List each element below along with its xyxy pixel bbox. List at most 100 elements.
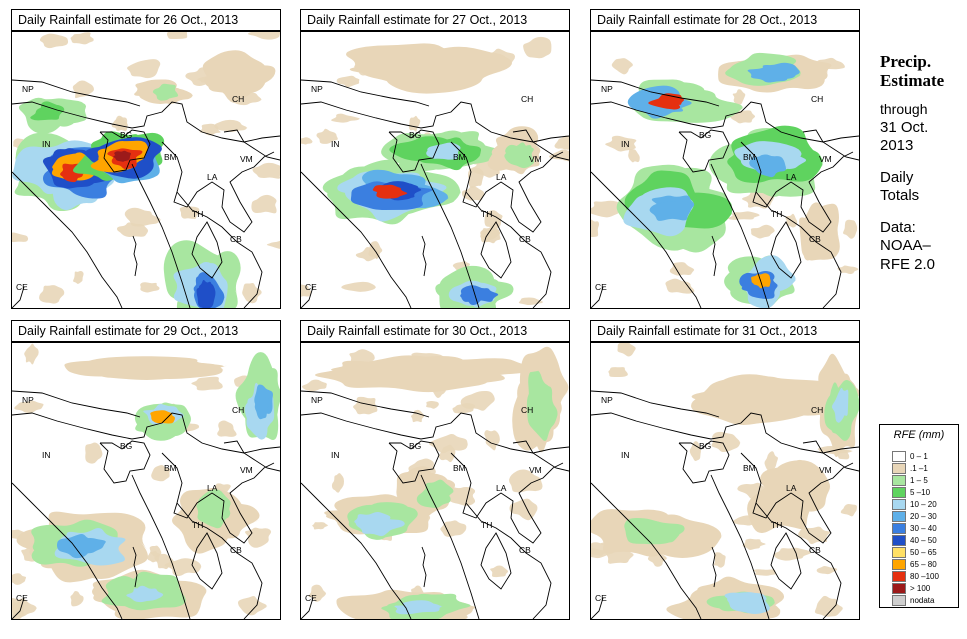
rainfall-field [39, 285, 65, 304]
rainfall-panel-29-oct: Daily Rainfall estimate for 29 Oct., 201… [11, 320, 281, 620]
country-label-in: IN [42, 139, 51, 149]
rainfall-field [349, 349, 376, 365]
country-border [12, 286, 25, 308]
rainfall-field [814, 595, 845, 617]
country-border [420, 474, 480, 619]
country-border [131, 474, 191, 619]
rainfall-field [591, 200, 622, 218]
rainfall-field [452, 403, 476, 414]
rainfall-field [836, 389, 849, 416]
country-label-vm: VM [529, 465, 542, 475]
country-label-bm: BM [453, 152, 466, 162]
country-label-ch: CH [232, 94, 244, 104]
country-label-cb: CB [230, 234, 242, 244]
country-label-th: TH [481, 520, 492, 530]
legend-label: 50 – 65 [910, 548, 937, 557]
legend-label: nodata [910, 596, 935, 605]
rainfall-field [252, 162, 280, 179]
rainfall-field [426, 400, 440, 409]
side-heading: Precip. Estimate [880, 52, 944, 90]
country-label-la: LA [786, 172, 797, 182]
country-border [755, 191, 842, 308]
country-border [176, 191, 263, 308]
legend-swatch [892, 559, 906, 570]
country-border [802, 129, 859, 161]
rainfall-field [773, 547, 813, 561]
rainfall-field [247, 32, 280, 40]
country-label-la: LA [496, 483, 507, 493]
country-border [301, 286, 314, 308]
panel-title: Daily Rainfall estimate for 31 Oct., 201… [590, 320, 860, 342]
legend-swatch [892, 571, 906, 582]
rainfall-field [301, 137, 313, 145]
country-border [301, 482, 412, 619]
panel-title: Daily Rainfall estimate for 30 Oct., 201… [300, 320, 570, 342]
country-border [388, 129, 440, 173]
rainfall-field [136, 585, 165, 601]
country-border [770, 221, 802, 279]
country-label-np: NP [22, 395, 34, 405]
rainfall-field [749, 154, 787, 178]
country-label-in: IN [621, 139, 630, 149]
country-label-np: NP [22, 84, 34, 94]
rainfall-field [460, 285, 501, 302]
country-border [421, 235, 427, 277]
panel-title: Daily Rainfall estimate for 27 Oct., 201… [300, 9, 570, 31]
rainfall-field [331, 113, 361, 123]
country-label-cb: CB [519, 545, 531, 555]
rainfall-field [73, 270, 84, 284]
rainfall-field [70, 591, 84, 607]
rainfall-field [237, 596, 269, 616]
legend-label: .1 –1 [910, 464, 928, 473]
country-border [802, 440, 859, 472]
side-line-through: through [880, 101, 928, 117]
rainfall-field [591, 548, 615, 559]
rainfall-field [341, 281, 376, 292]
side-line-noaa: NOAA– [880, 237, 931, 254]
rainfall-field [64, 358, 224, 380]
country-label-ch: CH [811, 94, 823, 104]
country-label-bm: BM [164, 463, 177, 473]
legend-label: 80 –100 [910, 572, 939, 581]
legend-label: 10 – 20 [910, 500, 937, 509]
rainfall-field [732, 89, 746, 105]
country-label-ch: CH [521, 405, 533, 415]
panel-title: Daily Rainfall estimate for 26 Oct., 201… [11, 9, 281, 31]
rainfall-field [649, 201, 692, 221]
country-label-ce: CE [595, 282, 607, 292]
rainfall-field [312, 522, 329, 530]
country-border [710, 474, 770, 619]
rainfall-field [115, 115, 128, 132]
country-label-in: IN [331, 450, 340, 460]
country-label-np: NP [601, 84, 613, 94]
country-label-ce: CE [16, 282, 28, 292]
country-label-np: NP [311, 395, 323, 405]
rainfall-field [611, 58, 634, 75]
country-border [512, 129, 569, 161]
rainfall-field [12, 597, 38, 617]
country-border [12, 101, 280, 143]
rainfall-field [617, 343, 637, 357]
rainfall-field [760, 459, 820, 510]
rainfall-field [484, 210, 503, 229]
legend-swatch [892, 523, 906, 534]
country-border [465, 502, 552, 619]
rainfall-field [505, 144, 532, 164]
country-border [99, 129, 151, 173]
country-border [591, 171, 702, 308]
country-label-bm: BM [164, 152, 177, 162]
rainfall-field [56, 534, 96, 559]
rainfall-field [152, 83, 179, 101]
rainfall-field [753, 569, 777, 576]
country-label-th: TH [192, 520, 203, 530]
country-label-bg: BG [120, 441, 132, 451]
rainfall-field [628, 149, 640, 163]
rainfall-panel-30-oct: Daily Rainfall estimate for 30 Oct., 201… [300, 320, 570, 620]
legend-swatch [892, 475, 906, 486]
side-line-year: 2013 [880, 137, 914, 154]
country-border [591, 286, 604, 308]
country-border [12, 482, 123, 619]
country-label-ce: CE [305, 593, 317, 603]
rainfall-field [843, 219, 858, 239]
rainfall-field [191, 376, 223, 391]
